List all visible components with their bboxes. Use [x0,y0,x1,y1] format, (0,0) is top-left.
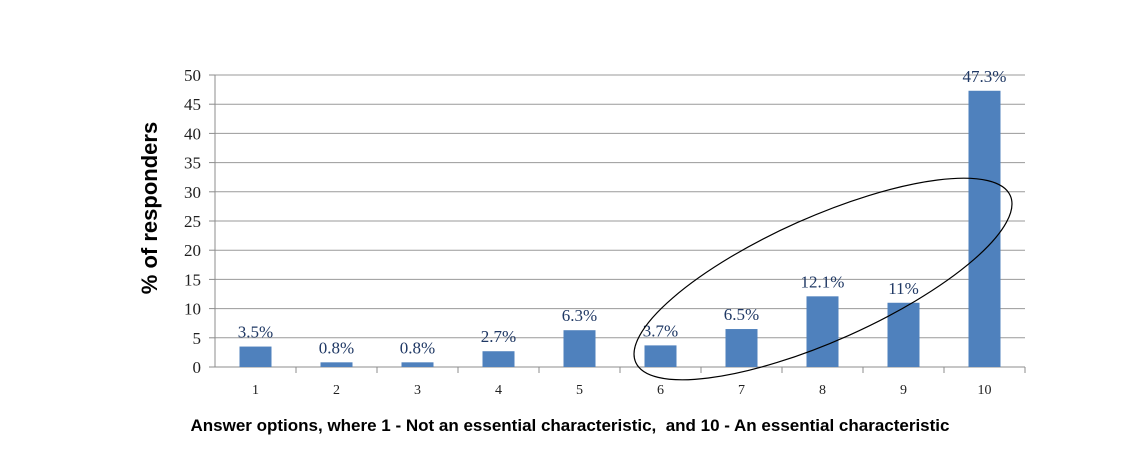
data-label: 6.3% [562,306,597,325]
data-label: 6.5% [724,305,759,324]
x-tick-label: 3 [414,383,421,398]
bar [644,345,677,367]
x-tick-label: 8 [819,383,826,398]
data-label: 12.1% [801,272,845,291]
bar [482,351,515,367]
y-tick-label: 45 [184,95,201,114]
x-tick-label: 7 [738,383,745,398]
bar [725,329,758,367]
x-tick-label: 2 [333,383,340,398]
bar [401,362,434,367]
x-tick-label: 1 [252,383,259,398]
data-label: 0.8% [319,338,354,357]
x-tick-label: 9 [900,383,907,398]
y-tick-label: 5 [193,329,202,348]
bar [806,296,839,367]
x-tick-label: 10 [978,383,992,398]
y-tick-label: 35 [184,154,201,173]
y-axis-label: % of responders [137,122,162,294]
data-label: 47.3% [963,67,1007,86]
bar [239,346,272,367]
y-tick-label: 40 [184,124,201,143]
bars [239,90,1001,367]
x-tick-label: 6 [657,383,664,398]
x-axis-ticks: 1 2 3 4 5 6 7 8 9 10 [252,367,1026,398]
y-tick-label: 30 [184,183,201,202]
data-label: 3.5% [238,323,273,342]
y-tick-label: 0 [193,358,202,377]
bar [887,302,920,367]
x-axis-label: Answer options, where 1 - Not an essenti… [191,416,950,435]
x-tick-label: 4 [495,383,502,398]
bar [968,90,1001,367]
y-tick-label: 50 [184,66,201,85]
data-labels: 3.5% 0.8% 0.8% 2.7% 6.3% 3.7% 6.5% 12.1% 11% 47.3… [238,67,1007,358]
y-tick-label: 15 [184,270,201,289]
data-label: 3.7% [643,321,678,340]
y-axis-ticks: 0 5 10 15 20 25 30 35 40 45 50 [184,66,215,377]
y-tick-label: 20 [184,241,201,260]
data-label: 11% [888,279,919,298]
y-tick-label: 10 [184,300,201,319]
highlight-ellipse [633,177,1013,381]
x-tick-label: 5 [576,383,583,398]
y-tick-label: 25 [184,212,201,231]
bar [563,330,596,367]
bar [320,362,353,367]
data-label: 2.7% [481,327,516,346]
data-label: 0.8% [400,338,435,357]
gridlines [215,74,1025,339]
